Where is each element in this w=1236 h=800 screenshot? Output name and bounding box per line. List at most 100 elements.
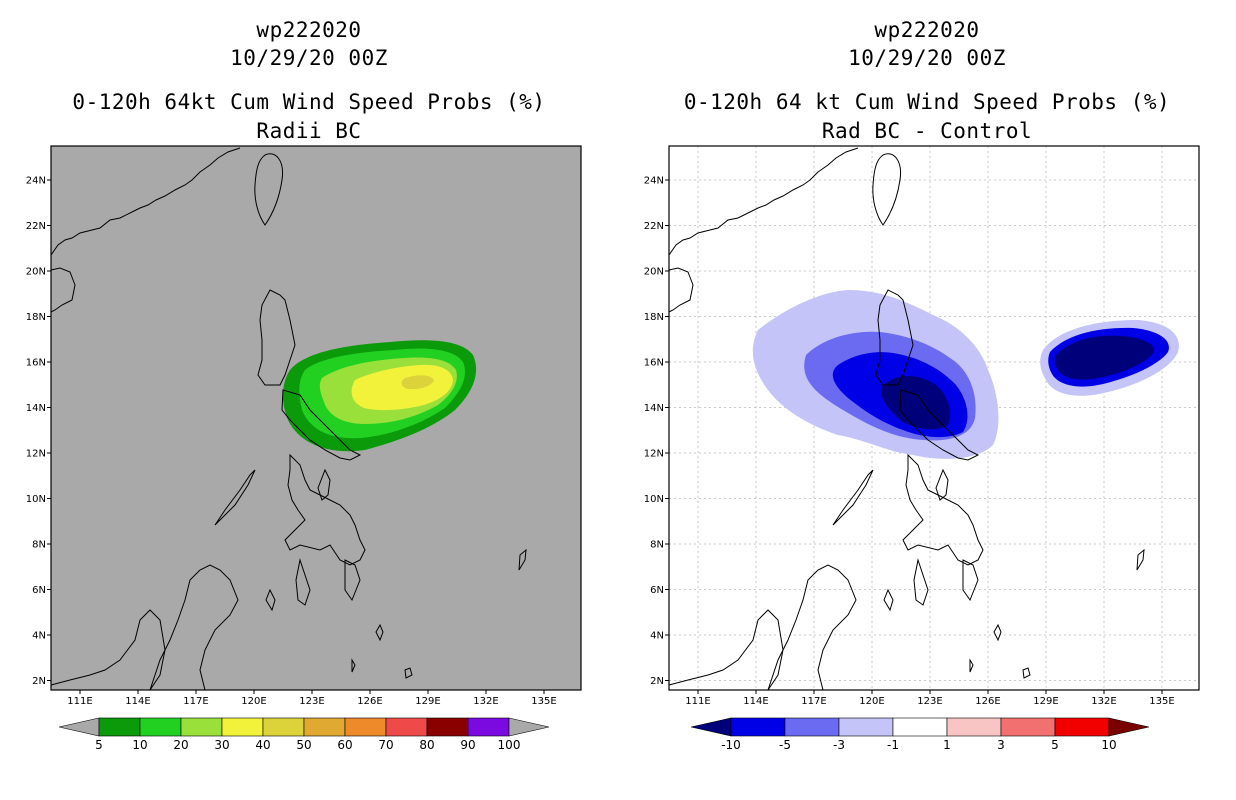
colorbar-label: 90 <box>460 738 475 752</box>
right-latitude-ticks: 24N 22N 20N 18N 16N 14N 12N 10N 8N 6N 4N 2N <box>644 176 669 687</box>
right-colorbar: -10 -5 -3 -1 1 3 5 10 <box>690 717 1150 752</box>
latitude-tick-label: 6N <box>32 585 46 596</box>
latitude-tick-label: 2N <box>650 676 664 687</box>
latitude-tick-label: 6N <box>650 585 664 596</box>
left-colorbar: 5 10 20 30 40 50 60 70 80 90 100 <box>58 717 550 752</box>
latitude-tick-label: 4N <box>32 631 46 642</box>
latitude-tick-label: 24N <box>644 176 664 187</box>
latitude-tick-label: 14N <box>26 403 46 414</box>
right-contour-minus10-b <box>1054 335 1155 380</box>
colorbar-label: 5 <box>1051 738 1059 752</box>
longitude-tick-label: 123E <box>299 696 324 707</box>
left-probability-contours <box>282 340 477 452</box>
colorbar-swatch <box>838 717 894 737</box>
colorbar-under-arrow <box>58 717 100 737</box>
colorbar-label: 100 <box>498 738 521 752</box>
colorbar-label: -3 <box>833 738 845 752</box>
right-coastlines <box>668 147 1145 691</box>
left-datetime: 10/29/20 00Z <box>230 46 388 70</box>
latitude-tick-label: 18N <box>26 312 46 323</box>
colorbar-swatch <box>262 717 305 737</box>
colorbar-label: 60 <box>337 738 352 752</box>
colorbar-label: 30 <box>214 738 229 752</box>
left-map-panel: wp222020 10/29/20 00Z 0-120h 64kt Cum Wi… <box>26 18 582 752</box>
colorbar-swatch <box>892 717 948 737</box>
left-latitude-ticks: 24N 22N 20N 18N 16N 14N 12N 10N 8N 6N 4N 2N <box>26 176 51 687</box>
latitude-tick-label: 22N <box>26 221 46 232</box>
longitude-tick-label: 120E <box>859 696 884 707</box>
colorbar-swatch <box>180 717 223 737</box>
longitude-tick-label: 135E <box>531 696 556 707</box>
latitude-tick-label: 12N <box>644 449 664 460</box>
longitude-tick-label: 126E <box>357 696 382 707</box>
longitude-tick-label: 114E <box>743 696 768 707</box>
right-map-panel: wp222020 10/29/20 00Z 0-120h 64 kt Cum W… <box>618 0 1236 800</box>
latitude-tick-label: 12N <box>26 449 46 460</box>
colorbar-swatch <box>98 717 141 737</box>
longitude-tick-label: 114E <box>125 696 150 707</box>
right-map-frame <box>668 145 1200 691</box>
colorbar-swatch <box>467 717 510 737</box>
left-storm-id: wp222020 <box>256 18 362 42</box>
latitude-tick-label: 10N <box>26 494 46 505</box>
colorbar-label: 70 <box>378 738 393 752</box>
right-datetime: 10/29/20 00Z <box>848 46 1006 70</box>
longitude-tick-label: 135E <box>1149 696 1174 707</box>
colorbar-label: 80 <box>419 738 434 752</box>
longitude-tick-label: 123E <box>917 696 942 707</box>
left-longitude-ticks: 111E 114E 117E 120E 123E 126E 129E 132E 135E <box>67 690 557 707</box>
left-map-svg: 111E 114E 117E 120E 123E 126E 129E 132E 135E 24N… <box>26 145 582 752</box>
colorbar-under-arrow <box>690 717 732 737</box>
colorbar-label: -5 <box>779 738 791 752</box>
colorbar-swatch <box>426 717 469 737</box>
longitude-tick-label: 129E <box>1033 696 1058 707</box>
longitude-tick-label: 132E <box>1091 696 1116 707</box>
colorbar-swatch <box>1054 717 1110 737</box>
latitude-tick-label: 8N <box>32 540 46 551</box>
colorbar-label: -1 <box>887 738 899 752</box>
longitude-tick-label: 126E <box>975 696 1000 707</box>
longitude-tick-label: 117E <box>801 696 826 707</box>
longitude-tick-label: 132E <box>473 696 498 707</box>
colorbar-label: -10 <box>721 738 741 752</box>
longitude-tick-label: 111E <box>67 696 92 707</box>
left-subtitle: Radii BC <box>256 119 362 143</box>
colorbar-label: 3 <box>997 738 1005 752</box>
colorbar-over-arrow <box>1108 717 1150 737</box>
colorbar-swatch <box>221 717 264 737</box>
colorbar-swatch <box>946 717 1002 737</box>
latitude-tick-label: 8N <box>650 540 664 551</box>
left-contour-40 <box>401 375 434 390</box>
latitude-tick-label: 14N <box>644 403 664 414</box>
colorbar-swatch <box>385 717 428 737</box>
colorbar-swatch <box>1000 717 1056 737</box>
latitude-tick-label: 22N <box>644 221 664 232</box>
latitude-tick-label: 20N <box>644 267 664 278</box>
latitude-tick-label: 2N <box>32 676 46 687</box>
colorbar-swatch <box>303 717 346 737</box>
latitude-tick-label: 4N <box>650 631 664 642</box>
colorbar-label: 10 <box>1101 738 1116 752</box>
right-longitude-ticks: 111E 114E 117E 120E 123E 126E 129E 132E 135E <box>685 690 1175 707</box>
latitude-tick-label: 24N <box>26 176 46 187</box>
latitude-tick-label: 16N <box>26 358 46 369</box>
colorbar-label: 20 <box>173 738 188 752</box>
colorbar-swatch <box>139 717 182 737</box>
right-subtitle: Rad BC - Control <box>821 119 1033 143</box>
colorbar-swatch <box>784 717 840 737</box>
colorbar-swatch <box>344 717 387 737</box>
left-coastlines <box>50 147 527 691</box>
colorbar-label: 10 <box>132 738 147 752</box>
colorbar-label: 5 <box>95 738 103 752</box>
left-map-frame <box>50 145 582 691</box>
longitude-tick-label: 111E <box>685 696 710 707</box>
right-map-svg: 111E 114E 117E 120E 123E 126E 129E 132E 135E 24N… <box>644 145 1200 752</box>
colorbar-over-arrow <box>508 717 550 737</box>
longitude-tick-label: 120E <box>241 696 266 707</box>
right-contour-minus10-a <box>881 375 950 430</box>
latitude-tick-label: 10N <box>644 494 664 505</box>
colorbar-label: 40 <box>255 738 270 752</box>
longitude-tick-label: 117E <box>183 696 208 707</box>
left-product-title: 0-120h 64kt Cum Wind Speed Probs (%) <box>72 90 546 114</box>
longitude-tick-label: 129E <box>415 696 440 707</box>
